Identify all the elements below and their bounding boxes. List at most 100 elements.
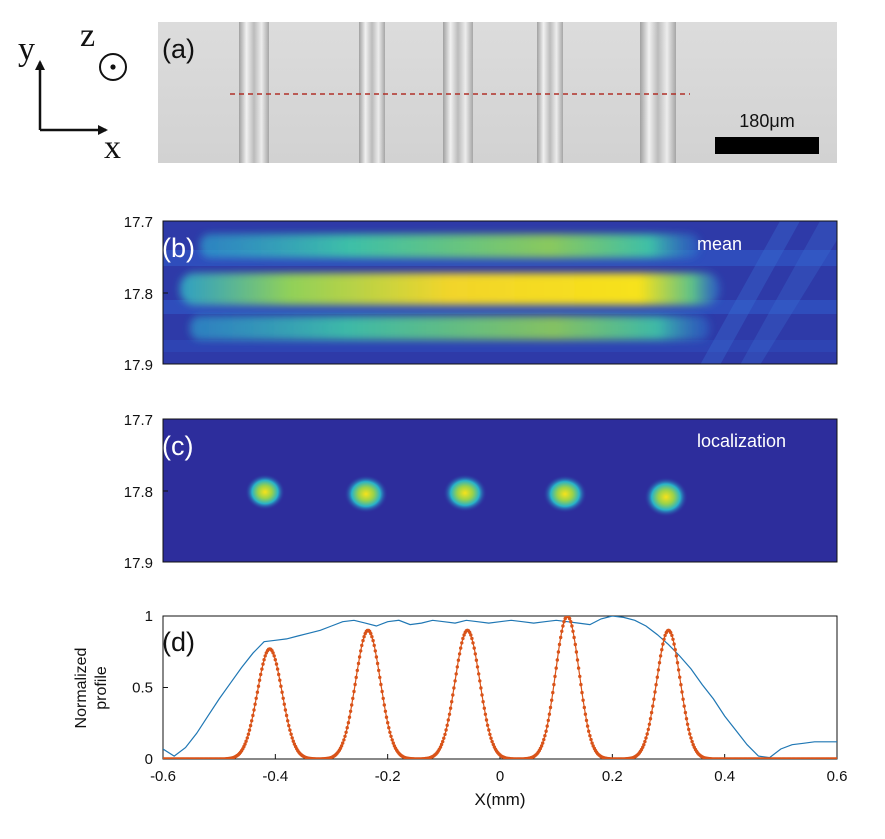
localization-point — [679, 683, 683, 687]
localization-point — [391, 741, 395, 745]
localization-point — [442, 736, 446, 740]
localization-point — [645, 732, 649, 736]
mean-profile-line — [163, 616, 837, 759]
localization-point — [477, 672, 481, 676]
localization-point — [460, 641, 464, 645]
localization-point — [470, 636, 474, 641]
localization-point — [438, 745, 443, 749]
localization-point — [660, 648, 664, 652]
localization-point — [657, 661, 662, 665]
localization-point — [562, 620, 566, 624]
localization-point — [252, 708, 256, 712]
localization-spots — [245, 474, 688, 517]
localization-point — [354, 675, 358, 680]
localization-point — [256, 684, 261, 688]
localization-point — [283, 708, 288, 712]
localization-spot — [543, 475, 587, 513]
localization-point — [369, 631, 373, 636]
localization-point — [462, 633, 466, 637]
panel-b-mean-heatmap: (b) mean 17.7 17.8 17.9 — [124, 214, 838, 374]
localization-point — [289, 732, 293, 736]
localization-point — [441, 739, 445, 744]
localization-point — [683, 710, 688, 715]
x-tick-label: 0.2 — [602, 768, 623, 785]
localization-point — [280, 690, 284, 694]
localization-point — [461, 636, 465, 641]
x-tick-label: -0.4 — [262, 768, 288, 785]
localization-point — [581, 698, 585, 702]
localization-spot — [245, 474, 285, 510]
localization-point — [272, 654, 276, 658]
localization-spot — [344, 475, 388, 513]
localization-point — [386, 721, 390, 725]
localization-point — [382, 703, 386, 707]
localization-point — [671, 637, 675, 641]
localization-point — [688, 732, 692, 736]
localization-point — [253, 702, 257, 706]
localization-point — [475, 665, 480, 669]
localization-point — [262, 658, 266, 662]
localization-point — [490, 739, 494, 744]
localization-point — [654, 683, 658, 687]
localization-point — [379, 682, 383, 687]
localization-point — [454, 672, 458, 676]
localization-point — [448, 706, 453, 710]
localization-point — [251, 713, 255, 718]
localization-point — [273, 658, 277, 662]
localization-point — [286, 719, 290, 723]
localization-point — [450, 700, 454, 704]
y-tick-label: 0.5 — [132, 680, 153, 697]
localization-point — [271, 651, 275, 655]
localization-point — [642, 743, 646, 747]
localization-point — [471, 641, 475, 645]
localization-point — [261, 662, 265, 666]
localization-point — [559, 635, 563, 640]
localization-point — [481, 700, 485, 704]
y-tick-label: 1 — [145, 608, 153, 625]
localization-point — [651, 704, 655, 708]
localization-point — [387, 726, 391, 730]
x-tick-label: -0.2 — [375, 768, 401, 785]
localization-point — [342, 738, 346, 742]
localization-point — [561, 624, 565, 628]
localization-point — [641, 745, 645, 749]
localization-point — [255, 690, 260, 694]
localization-point — [539, 744, 544, 748]
localization-point — [375, 661, 380, 666]
x-axis-title: X(mm) — [475, 790, 526, 809]
localization-point — [567, 616, 572, 621]
localization-point — [291, 739, 295, 743]
localization-point — [580, 690, 584, 695]
localization-profile-points — [163, 616, 837, 759]
localization-point — [584, 718, 589, 723]
localization-point — [544, 729, 548, 733]
panel-c-localization-heatmap: (c) localization 17.7 17.8 17.9 — [124, 412, 838, 572]
localization-point — [439, 742, 444, 747]
localization-point — [260, 667, 264, 671]
localization-point — [274, 662, 279, 666]
z-direction-label: z — [80, 17, 95, 54]
localization-point — [673, 648, 677, 652]
y-direction-label: y — [18, 31, 35, 68]
localization-point — [339, 744, 344, 748]
localization-point — [457, 652, 462, 656]
panel-c-annotation: localization — [697, 431, 786, 451]
scale-bar — [715, 137, 819, 154]
localization-point — [390, 738, 394, 742]
localization-point — [355, 668, 359, 673]
localization-point — [443, 732, 447, 737]
localization-point — [643, 739, 647, 744]
localization-point — [647, 722, 652, 726]
localization-point — [482, 706, 486, 710]
panel-c-ytick: 17.8 — [124, 484, 153, 501]
y-tick-label: 0 — [145, 751, 153, 768]
localization-point — [687, 727, 691, 732]
localization-point — [347, 715, 352, 719]
localization-point — [488, 732, 492, 737]
localization-point — [569, 620, 573, 624]
localization-point — [341, 741, 345, 745]
localization-point — [275, 667, 280, 671]
x-tick-label: -0.6 — [150, 768, 176, 785]
localization-point — [582, 705, 586, 710]
